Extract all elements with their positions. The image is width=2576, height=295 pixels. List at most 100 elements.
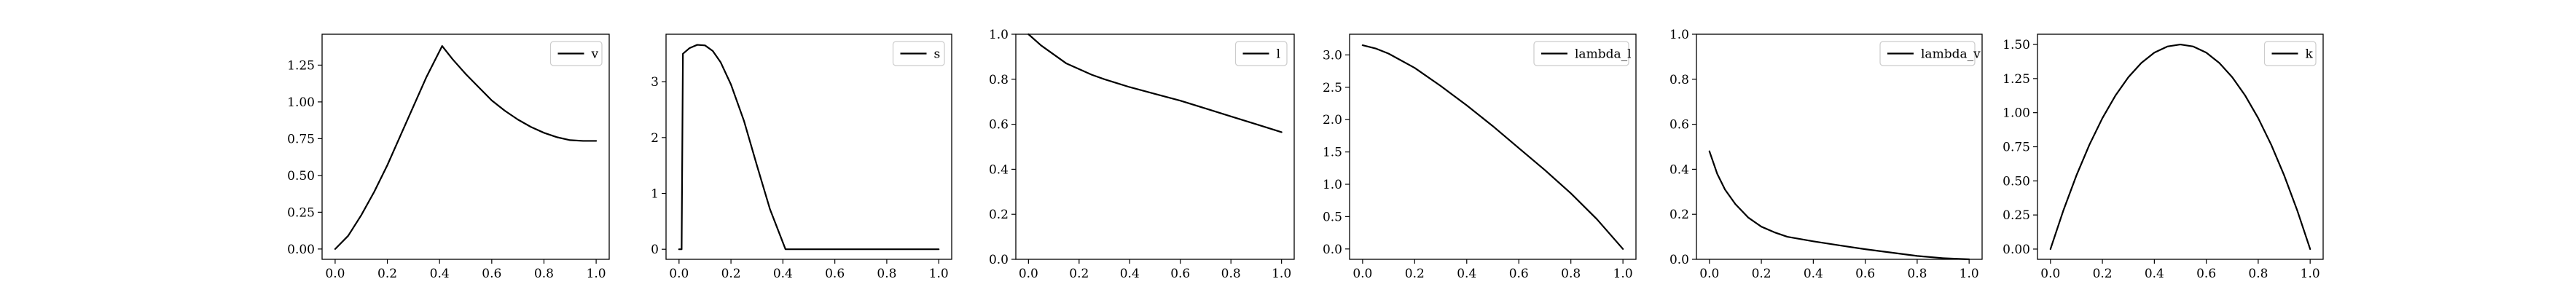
y-tick-label: 0.4	[989, 162, 1009, 177]
legend-label: lambda_l	[1575, 47, 1632, 62]
chart-panel-6: 0.0 0.2 0.4 0.6 0.8 1.0 0.00 0.25 0.50 0.75 1.00 1.…	[2003, 34, 2324, 281]
y-tick-label: 0.2	[1669, 208, 1689, 222]
y-tick-label: 1.50	[2003, 38, 2030, 52]
x-tick-label: 1.0	[1272, 267, 1291, 281]
y-tick-label: 1	[651, 187, 659, 202]
y-tick-label: 3.0	[1323, 48, 1342, 63]
y-tick-label: 0.6	[989, 118, 1009, 133]
x-tick-label: 0.6	[482, 267, 501, 281]
y-tick-label: 1.0	[989, 28, 1009, 42]
y-tick-label: 1.00	[2003, 106, 2030, 121]
x-tick-label: 0.4	[430, 267, 450, 281]
x-tick-label: 0.8	[1907, 267, 1927, 281]
y-tick-label: 0.75	[287, 132, 315, 146]
y-tick-label: 2	[651, 131, 659, 146]
legend-label: lambda_v	[1921, 47, 1981, 62]
axes-frame	[1696, 34, 1983, 260]
x-tick-label: 0.6	[2196, 267, 2216, 281]
x-tick-label: 0.2	[1405, 267, 1425, 281]
x-tick-label: 0.0	[1699, 267, 1719, 281]
x-tick-label: 0.6	[1509, 267, 1529, 281]
y-tick-label: 0	[651, 243, 659, 257]
chart-panel-1: 0.0 0.2 0.4 0.6 0.8 1.0 0.00 0.25 0.50 0.75 1.00 1.…	[287, 34, 610, 281]
x-tick-label: 0.0	[1352, 267, 1372, 281]
axes-frame	[2037, 34, 2324, 260]
x-tick-label: 0.2	[1752, 267, 1772, 281]
legend-box	[1879, 41, 1976, 66]
y-tick-label: 3	[651, 75, 659, 90]
x-tick-label: 0.2	[1069, 267, 1089, 281]
series-line-s	[678, 44, 940, 251]
y-tick-label: 0.8	[989, 73, 1009, 87]
x-tick-label: 0.6	[1855, 267, 1875, 281]
chart-panel-4: 0.0 0.2 0.4 0.6 0.8 1.0 0.0 0.5 1.0 1.5 2.0 2.5 3.0 l…	[1323, 34, 1637, 281]
y-tick-label: 0.75	[2003, 141, 2030, 155]
x-tick-label: 0.4	[2145, 267, 2164, 281]
x-tick-label: 0.2	[2093, 267, 2113, 281]
axes-frame	[665, 34, 952, 260]
x-tick-label: 0.0	[1019, 267, 1038, 281]
x-tick-label: 0.2	[721, 267, 741, 281]
x-tick-label: 0.8	[877, 267, 896, 281]
y-tick-label: 0.00	[2003, 243, 2030, 257]
legend-label: s	[934, 47, 941, 62]
x-tick-label: 0.4	[1804, 267, 1823, 281]
x-tick-label: 0.6	[1170, 267, 1190, 281]
axes-frame	[321, 34, 610, 260]
legend-label: k	[2306, 47, 2314, 62]
series-line-lambda_l	[1361, 44, 1624, 250]
x-tick-label: 0.8	[1561, 267, 1581, 281]
y-tick-label: 1.25	[2003, 72, 2030, 87]
legend-label: l	[1277, 47, 1280, 62]
x-tick-label: 1.0	[929, 267, 949, 281]
y-tick-label: 0.50	[287, 169, 315, 184]
x-tick-label: 0.6	[825, 267, 845, 281]
y-tick-label: 0.0	[989, 253, 1009, 267]
y-tick-label: 1.25	[287, 58, 315, 73]
y-tick-label: 1.0	[1323, 178, 1342, 192]
chart-panel-2: 0.0 0.2 0.4 0.6 0.8 1.0 0 1 2 3 s	[651, 34, 952, 281]
y-tick-label: 0.25	[2003, 208, 2030, 223]
x-tick-label: 0.0	[2040, 267, 2060, 281]
y-tick-label: 1.0	[1669, 28, 1689, 42]
x-tick-label: 0.8	[1221, 267, 1241, 281]
x-tick-label: 0.4	[773, 267, 793, 281]
y-tick-label: 0.00	[287, 243, 315, 257]
x-tick-label: 0.4	[1457, 267, 1476, 281]
chart-panel-3: 0.0 0.2 0.4 0.6 0.8 1.0 0.0 0.2 0.4 0.6 0.8 1.0 l	[989, 28, 1295, 281]
x-tick-label: 1.0	[2301, 267, 2320, 281]
y-tick-label: 1.00	[287, 95, 315, 110]
y-tick-label: 0.25	[287, 205, 315, 220]
legend-box	[1533, 41, 1629, 66]
x-tick-label: 0.8	[534, 267, 554, 281]
x-tick-label: 0.0	[669, 267, 689, 281]
legend-label: v	[591, 47, 599, 62]
x-tick-label: 1.0	[1613, 267, 1633, 281]
y-tick-label: 2.5	[1323, 81, 1342, 95]
x-tick-label: 1.0	[587, 267, 606, 281]
y-tick-label: 0.2	[989, 208, 1009, 222]
x-tick-label: 0.8	[2248, 267, 2268, 281]
series-line-l	[1027, 33, 1283, 133]
x-tick-label: 0.4	[1120, 267, 1140, 281]
y-tick-label: 0.8	[1669, 73, 1689, 87]
x-tick-label: 0.2	[377, 267, 397, 281]
x-tick-label: 0.0	[325, 267, 345, 281]
chart-panel-5: 0.0 0.2 0.4 0.6 0.8 1.0 0.0 0.2 0.4 0.6 0.8 1.0 lamb…	[1669, 28, 1983, 281]
y-tick-label: 2.0	[1323, 113, 1342, 127]
y-tick-label: 0.0	[1323, 243, 1342, 257]
axes-frame	[1349, 34, 1637, 260]
axes-frame	[1015, 34, 1295, 260]
y-tick-label: 0.5	[1323, 210, 1342, 224]
y-tick-label: 1.5	[1323, 146, 1342, 160]
y-tick-label: 0.0	[1669, 253, 1689, 267]
x-tick-label: 1.0	[1960, 267, 1979, 281]
series-line-k	[2049, 43, 2311, 251]
series-line-lambda_v	[1708, 150, 1970, 261]
y-tick-label: 0.4	[1669, 162, 1689, 177]
series-line-v	[334, 45, 598, 250]
y-tick-label: 0.50	[2003, 174, 2030, 189]
y-tick-label: 0.6	[1669, 118, 1689, 133]
